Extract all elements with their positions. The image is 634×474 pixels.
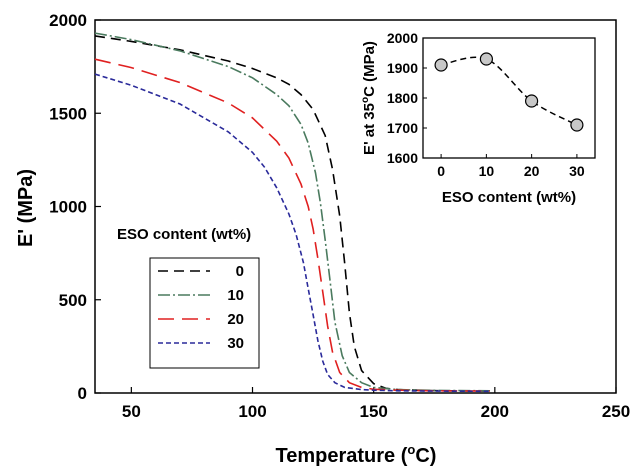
inset-y-tick-label: 1800 bbox=[387, 90, 418, 106]
series-line-0 bbox=[94, 35, 491, 392]
y-tick-label: 500 bbox=[59, 291, 87, 310]
inset-x-tick-label: 30 bbox=[569, 163, 585, 179]
x-tick-label: 200 bbox=[481, 402, 509, 421]
inset-x-tick-label: 0 bbox=[437, 163, 445, 179]
x-tick-label: 250 bbox=[602, 402, 630, 421]
series-line-20 bbox=[94, 58, 491, 392]
inset-y-tick-label: 1600 bbox=[387, 150, 418, 166]
inset-y-axis-title-end: C (MPa) bbox=[361, 41, 378, 97]
series-line-10 bbox=[94, 32, 491, 392]
inset-data-point bbox=[570, 118, 584, 132]
legend-box bbox=[149, 257, 260, 369]
series-line-30 bbox=[94, 73, 491, 393]
inset-y-axis-title: E' at 35oC (MPa) bbox=[360, 41, 378, 155]
inset-series-line bbox=[440, 56, 578, 126]
x-tick-label: 50 bbox=[122, 402, 141, 421]
legend-label-10: 10 bbox=[227, 287, 244, 304]
inset-data-point bbox=[434, 58, 448, 72]
inset-x-tick-label: 10 bbox=[479, 163, 495, 179]
y-tick-label: 1500 bbox=[49, 104, 87, 123]
y-axis-title: E' (MPa) bbox=[15, 169, 37, 247]
legend-label-0: 0 bbox=[236, 263, 244, 280]
inset-axis-ticks: 0 10 20 30 1600 1700 1800 1900 2000 bbox=[387, 30, 585, 179]
x-axis-title-end: C) bbox=[415, 445, 436, 467]
x-axis-title-degree: o bbox=[407, 442, 415, 457]
x-tick-label: 150 bbox=[359, 402, 387, 421]
y-tick-label: 1000 bbox=[49, 198, 87, 217]
inset-data-point bbox=[479, 52, 493, 66]
main-series-group bbox=[94, 32, 491, 393]
inset-y-axis-title-main: E' at 35 bbox=[361, 103, 378, 155]
x-tick-label: 100 bbox=[238, 402, 266, 421]
x-axis-title-main: Temperature ( bbox=[276, 445, 408, 467]
inset-x-axis-title: ESO content (wt%) bbox=[442, 189, 576, 206]
inset-y-tick-label: 1900 bbox=[387, 60, 418, 76]
inset-y-axis-title-degree: o bbox=[360, 97, 371, 103]
inset-x-tick-label: 20 bbox=[524, 163, 540, 179]
legend-items: 0 10 20 30 bbox=[158, 263, 244, 352]
inset-series-group bbox=[434, 52, 584, 132]
inset-data-point bbox=[524, 94, 539, 108]
legend-label-20: 20 bbox=[227, 311, 244, 328]
legend-title: ESO content (wt%) bbox=[117, 226, 251, 243]
inset-y-tick-label: 2000 bbox=[387, 30, 418, 46]
inset-frame bbox=[422, 37, 596, 159]
y-tick-label: 0 bbox=[78, 384, 87, 403]
legend-label-30: 30 bbox=[227, 335, 244, 352]
y-tick-label: 2000 bbox=[49, 11, 87, 30]
x-axis-title: Temperature (oC) bbox=[276, 442, 437, 467]
inset-y-tick-label: 1700 bbox=[387, 120, 418, 136]
